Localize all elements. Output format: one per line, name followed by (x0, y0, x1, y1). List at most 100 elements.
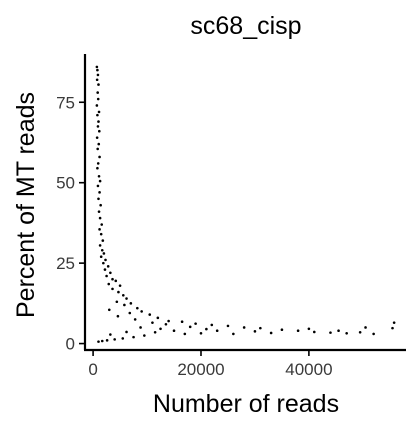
x-axis-ticks: 0 20000 40000 (88, 350, 333, 379)
data-point (215, 329, 219, 333)
data-point (259, 326, 262, 330)
data-point (188, 325, 192, 329)
data-point (296, 329, 300, 333)
data-point (96, 162, 100, 165)
data-point (99, 232, 103, 236)
data-point (97, 174, 101, 178)
data-point (97, 83, 100, 86)
data-point (269, 331, 273, 335)
y-axis-ticks: 0 25 50 75 (56, 93, 85, 354)
data-point (98, 179, 102, 183)
data-point (97, 142, 101, 146)
data-point (99, 203, 102, 207)
data-point (129, 302, 133, 305)
data-point (125, 330, 128, 334)
data-point (101, 239, 105, 242)
data-point (242, 326, 246, 329)
data-point (98, 244, 102, 247)
data-point (125, 297, 128, 300)
data-point (226, 324, 230, 328)
data-point (95, 65, 99, 69)
data-point (372, 332, 375, 336)
data-point (123, 303, 126, 307)
data-point (97, 340, 100, 343)
data-point (114, 279, 118, 283)
data-point (280, 328, 284, 332)
y-tick-label: 0 (66, 335, 75, 354)
data-point (96, 184, 100, 188)
data-point (96, 125, 100, 128)
data-point (156, 316, 160, 320)
data-point (104, 258, 107, 262)
data-point (103, 268, 107, 271)
data-point (148, 313, 152, 316)
data-point (97, 197, 100, 201)
data-point (100, 223, 104, 226)
data-point (337, 329, 340, 333)
data-point (96, 97, 100, 101)
data-point (232, 332, 235, 336)
data-point (143, 334, 146, 337)
data-point (97, 120, 100, 123)
data-point (329, 331, 332, 334)
data-point (139, 326, 142, 329)
data-point (164, 322, 168, 326)
data-point (106, 265, 110, 268)
data-point (96, 91, 99, 94)
data-point (109, 271, 112, 275)
data-point (111, 287, 114, 291)
data-point (133, 318, 137, 321)
data-point (95, 78, 99, 82)
x-tick-label: 20000 (177, 360, 224, 379)
data-point (118, 284, 122, 287)
data-point (167, 319, 170, 323)
x-tick-label: 0 (88, 360, 97, 379)
data-point (358, 331, 362, 334)
data-point (132, 335, 135, 339)
data-point (100, 339, 104, 343)
data-point (345, 331, 348, 335)
data-point (96, 166, 99, 170)
data-point (122, 294, 125, 297)
data-point (253, 330, 257, 333)
data-points (95, 65, 396, 343)
data-point (109, 333, 112, 336)
y-tick-label: 25 (56, 254, 75, 273)
y-axis-title: Percent of MT reads (12, 92, 40, 318)
data-point (121, 337, 125, 340)
data-point (117, 290, 120, 294)
x-tick-label: 40000 (285, 360, 332, 379)
data-point (205, 327, 208, 331)
data-point (111, 277, 114, 281)
y-tick-label: 50 (56, 174, 75, 193)
data-point (100, 248, 104, 252)
data-point (97, 110, 101, 114)
data-point (98, 191, 101, 194)
chart-title: sc68_cisp (190, 12, 301, 40)
data-point (95, 136, 99, 139)
data-point (107, 282, 111, 286)
data-point (392, 321, 396, 324)
data-point (153, 331, 157, 334)
data-point (140, 310, 143, 313)
data-point (98, 129, 101, 133)
data-point (116, 314, 120, 318)
data-point (180, 320, 184, 323)
data-point (113, 338, 116, 341)
y-tick-label: 75 (56, 93, 75, 112)
data-point (136, 306, 139, 310)
data-point (312, 330, 316, 334)
data-point (98, 216, 102, 220)
data-point (128, 311, 132, 315)
data-point (96, 68, 99, 72)
data-point (96, 147, 99, 151)
data-point (364, 326, 367, 329)
data-point (194, 322, 197, 325)
data-point (307, 327, 311, 331)
data-point (98, 155, 101, 159)
data-point (199, 331, 203, 335)
data-point (210, 323, 214, 327)
data-point (151, 321, 154, 324)
x-axis-title: Number of reads (153, 390, 339, 418)
